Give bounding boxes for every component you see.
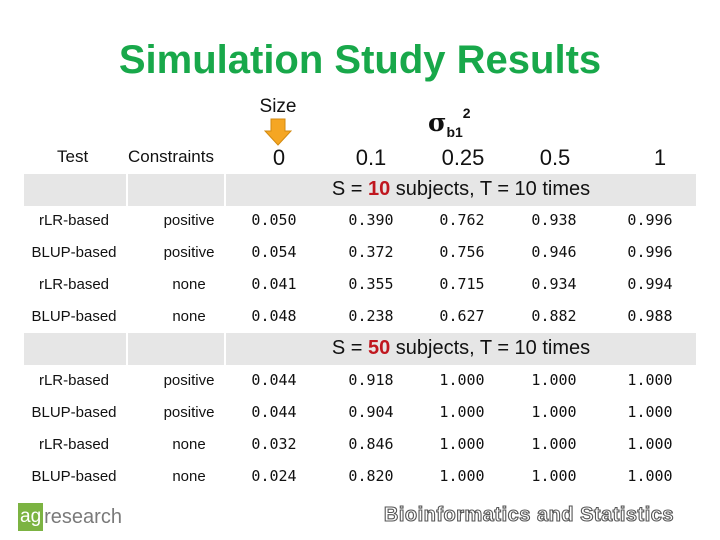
value-cell: 0.044 <box>251 371 297 389</box>
footer-text: Bioinformatics and Statistics <box>383 503 674 526</box>
value-cell: 0.846 <box>348 435 394 453</box>
method-cell: rLR-based <box>38 212 110 229</box>
logo-ag: ag <box>18 503 44 531</box>
value-cell: 0.934 <box>531 275 577 293</box>
value-cell: 0.996 <box>627 211 673 229</box>
constraint-cell: positive <box>163 244 215 261</box>
constraint-cell: positive <box>163 372 215 389</box>
sigma-symbol: σ <box>428 108 447 137</box>
value-cell: 0.627 <box>439 307 485 325</box>
method-cell: BLUP-based <box>31 404 117 421</box>
method-cell: BLUP-based <box>31 308 117 325</box>
logo-research: research <box>44 505 122 528</box>
section-band-2 <box>24 333 696 365</box>
table-row: BLUP-based positive 0.054 0.372 0.756 0.… <box>24 236 696 268</box>
constraint-cell: positive <box>163 212 215 229</box>
section-band-1 <box>24 174 696 206</box>
value-cell: 1.000 <box>439 467 485 485</box>
value-cell: 0.372 <box>348 243 394 261</box>
sigma-superscript: 2 <box>462 104 471 121</box>
constraint-cell: none <box>172 436 206 453</box>
table-row: rLR-based none 0.032 0.846 1.000 1.000 1… <box>24 428 696 460</box>
value-cell: 0.041 <box>251 275 297 293</box>
table-row: BLUP-based none 0.024 0.820 1.000 1.000 … <box>24 460 696 492</box>
header-test: Test <box>57 147 89 166</box>
header-value-0: 0 <box>272 145 286 170</box>
section-label-2: S = 50 subjects, T = 10 times <box>331 337 591 359</box>
value-cell: 1.000 <box>439 403 485 421</box>
value-cell: 0.355 <box>348 275 394 293</box>
method-cell: BLUP-based <box>31 244 117 261</box>
header-value-2: 0.25 <box>441 145 485 170</box>
value-cell: 1.000 <box>627 371 673 389</box>
value-cell: 1.000 <box>531 371 577 389</box>
value-cell: 1.000 <box>627 467 673 485</box>
value-cell: 0.032 <box>251 435 297 453</box>
value-cell: 0.762 <box>439 211 485 229</box>
table-row: rLR-based positive 0.050 0.390 0.762 0.9… <box>24 204 696 236</box>
value-cell: 0.390 <box>348 211 394 229</box>
value-cell: 1.000 <box>439 435 485 453</box>
header-constraints: Constraints <box>128 147 214 166</box>
method-cell: BLUP-based <box>31 468 117 485</box>
subjects-count: 50 <box>367 337 391 359</box>
table-row: BLUP-based none 0.048 0.238 0.627 0.882 … <box>24 300 696 332</box>
value-cell: 0.996 <box>627 243 673 261</box>
header-value-4: 1 <box>653 145 667 170</box>
method-cell: rLR-based <box>38 372 110 389</box>
method-cell: rLR-based <box>38 436 110 453</box>
value-cell: 0.048 <box>251 307 297 325</box>
value-cell: 0.050 <box>251 211 297 229</box>
down-arrow-icon <box>264 118 292 146</box>
agresearch-logo: ag research <box>18 502 122 532</box>
constraint-cell: none <box>172 308 206 325</box>
value-cell: 0.024 <box>251 467 297 485</box>
table-row: rLR-based positive 0.044 0.918 1.000 1.0… <box>24 364 696 396</box>
value-cell: 0.238 <box>348 307 394 325</box>
header-value-3: 0.5 <box>539 145 571 170</box>
value-cell: 0.994 <box>627 275 673 293</box>
table-row: rLR-based none 0.041 0.355 0.715 0.934 0… <box>24 268 696 300</box>
value-cell: 1.000 <box>531 435 577 453</box>
value-cell: 0.946 <box>531 243 577 261</box>
value-cell: 0.054 <box>251 243 297 261</box>
value-cell: 0.988 <box>627 307 673 325</box>
subjects-count: 10 <box>367 178 391 200</box>
value-cell: 0.715 <box>439 275 485 293</box>
sigma-b1-squared-label: σb1 2 <box>428 104 471 140</box>
table-row: BLUP-based positive 0.044 0.904 1.000 1.… <box>24 396 696 428</box>
value-cell: 0.938 <box>531 211 577 229</box>
value-cell: 1.000 <box>627 403 673 421</box>
value-cell: 0.756 <box>439 243 485 261</box>
value-cell: 1.000 <box>531 467 577 485</box>
section-label-1: S = 10 subjects, T = 10 times <box>331 178 591 200</box>
constraint-cell: none <box>172 468 206 485</box>
header-value-1: 0.1 <box>355 145 387 170</box>
value-cell: 0.044 <box>251 403 297 421</box>
value-cell: 0.882 <box>531 307 577 325</box>
value-cell: 0.918 <box>348 371 394 389</box>
value-cell: 0.820 <box>348 467 394 485</box>
sigma-subscript: b1 <box>446 124 463 140</box>
value-cell: 1.000 <box>627 435 673 453</box>
value-cell: 0.904 <box>348 403 394 421</box>
slide-title: Simulation Study Results <box>118 38 602 82</box>
value-cell: 1.000 <box>531 403 577 421</box>
constraint-cell: none <box>172 276 206 293</box>
constraint-cell: positive <box>163 404 215 421</box>
value-cell: 1.000 <box>439 371 485 389</box>
size-label: Size <box>259 96 297 117</box>
method-cell: rLR-based <box>38 276 110 293</box>
